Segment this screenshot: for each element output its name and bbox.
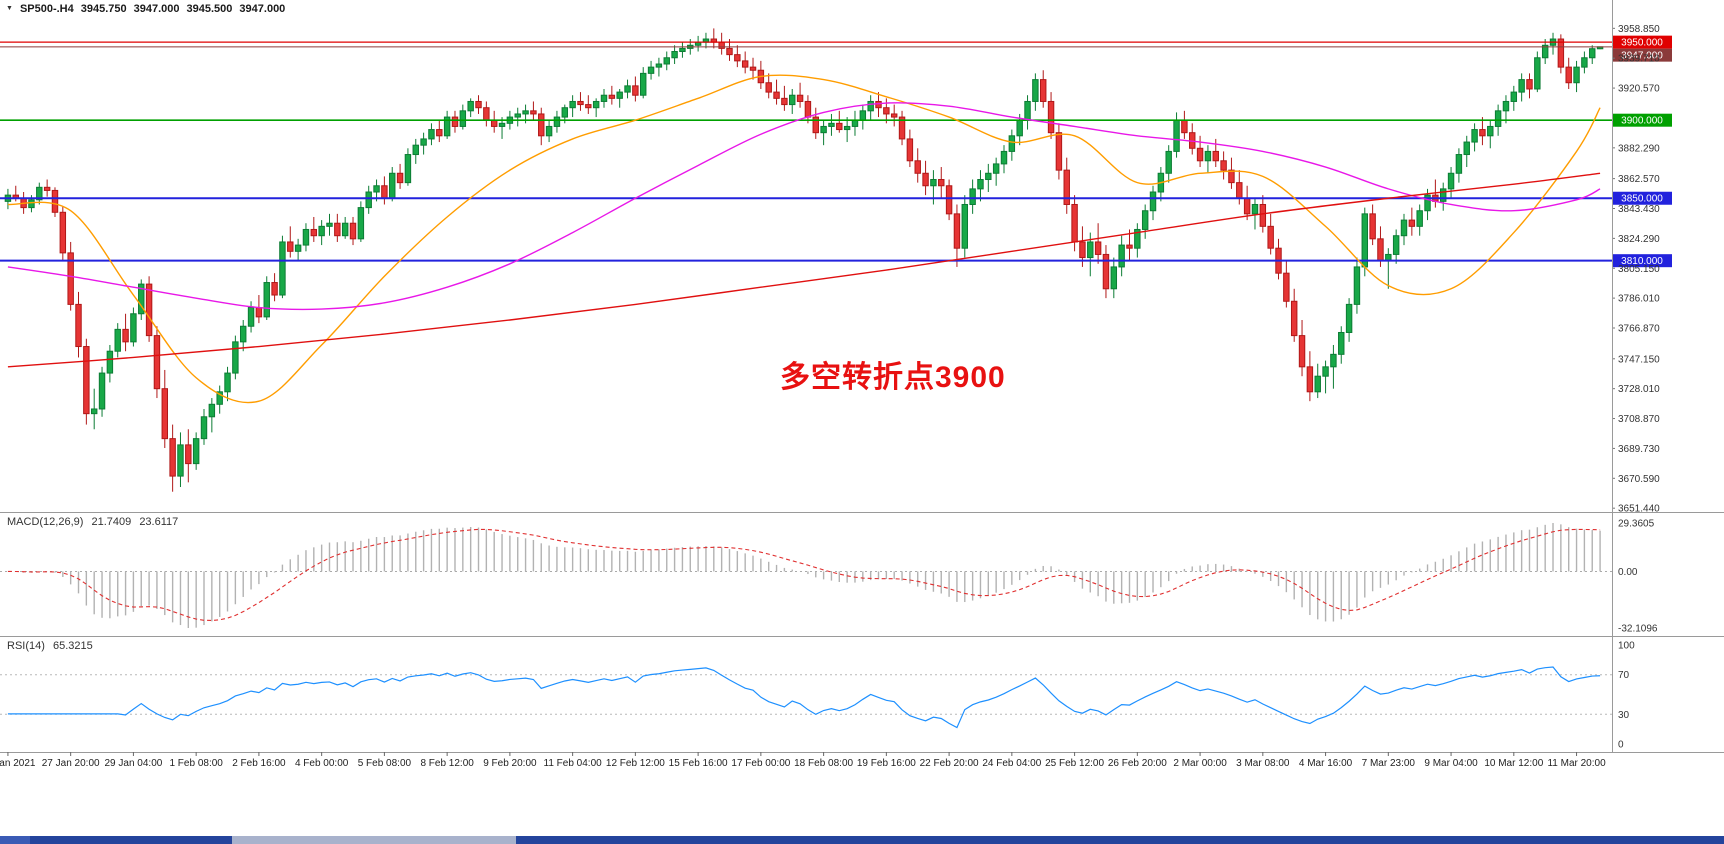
price-tag-label: 3900.000 [1621, 116, 1663, 127]
price-tag [1612, 254, 1672, 268]
time-axis-label: 8 Feb 12:00 [420, 758, 474, 769]
macd-axis-label: -32.1096 [1618, 624, 1658, 635]
price-tag [1612, 35, 1672, 49]
medium-ma-magenta [7, 102, 1601, 311]
chart-header: ▼ SP500-.H4 3945.750 3947.000 3945.500 3… [6, 3, 285, 15]
time-axis-label: 9 Feb 20:00 [483, 758, 537, 769]
price-axis-label: 3862.570 [1618, 174, 1660, 185]
low-value: 3945.500 [186, 3, 233, 15]
price-axis-label: 3939.710 [1618, 54, 1660, 65]
price-axis-label: 3689.730 [1618, 444, 1660, 455]
time-axis-label: 5 Feb 08:00 [358, 758, 412, 769]
close-value: 3947.000 [239, 3, 286, 15]
price-axis-label: 3920.570 [1618, 84, 1660, 95]
high-value: 3947.000 [133, 3, 180, 15]
price-axis-label: 3843.430 [1618, 204, 1660, 215]
time-axis-label: 12 Feb 12:00 [606, 758, 665, 769]
chart-text-annotation[interactable]: 多空转折点3900 [780, 361, 1006, 394]
time-axis-label: 18 Feb 08:00 [794, 758, 853, 769]
macd-main-value: 21.7409 [91, 516, 132, 528]
macd-signal-value: 23.6117 [139, 516, 179, 528]
time-axis-label: 2 Feb 16:00 [232, 758, 286, 769]
slow-ma-red [7, 172, 1601, 368]
time-axis-label: 10 Mar 12:00 [1484, 758, 1543, 769]
open-value: 3945.750 [80, 3, 127, 15]
time-axis[interactable]: 26 Jan 2021 27 Jan 20:00 29 Jan 04:00 1 Feb… [0, 752, 1606, 769]
moving-averages [7, 74, 1601, 404]
macd-signal-line [7, 528, 1601, 622]
macd-name: MACD(12,26,9) [7, 516, 84, 528]
macd-axis-label: 0.00 [1618, 567, 1638, 578]
taskbar-strip[interactable] [0, 836, 1724, 844]
price-axis-label: 3651.440 [1618, 504, 1660, 515]
price-axis-label: 3766.870 [1618, 324, 1660, 335]
time-axis-label: 17 Feb 00:00 [731, 758, 790, 769]
time-axis-label: 2 Mar 00:00 [1173, 758, 1227, 769]
time-axis-label: 19 Feb 16:00 [857, 758, 916, 769]
time-axis-label: 25 Feb 12:00 [1045, 758, 1104, 769]
rsi-axis-label: 30 [1618, 710, 1630, 721]
rsi-axis-label: 70 [1618, 670, 1630, 681]
price-axis[interactable]: 3958.850 3939.710 3920.570 3882.290 3862.570… [1612, 24, 1660, 515]
fast-ma-orange [7, 74, 1601, 404]
rsi-name: RSI(14) [7, 640, 45, 652]
macd-axis-label: 29.3605 [1618, 519, 1655, 530]
price-tag-label: 3810.000 [1621, 256, 1663, 267]
time-axis-label: 11 Feb 04:00 [544, 758, 603, 769]
rsi-value: 65.3215 [52, 640, 93, 652]
time-axis-label: 24 Feb 04:00 [982, 758, 1041, 769]
time-axis-label: 1 Feb 08:00 [169, 758, 223, 769]
time-axis-label: 27 Jan 20:00 [42, 758, 100, 769]
price-axis-label: 3786.010 [1618, 294, 1660, 305]
price-axis-label: 3882.290 [1618, 143, 1660, 154]
price-axis-label: 3805.150 [1618, 264, 1660, 275]
macd-indicator-label: MACD(12,26,9) 21.7409 23.6117 [7, 516, 183, 528]
price-axis-label: 3708.870 [1618, 414, 1660, 425]
time-axis-label: 26 Feb 20:00 [1108, 758, 1167, 769]
rsi-axis-label: 100 [1618, 641, 1635, 652]
time-axis-label: 22 Feb 20:00 [920, 758, 979, 769]
rsi-axis-label: 0 [1618, 740, 1624, 751]
price-tag-label: 3947.000 [1621, 51, 1663, 62]
price-tag [1612, 191, 1672, 205]
time-axis-label: 11 Mar 20:00 [1547, 758, 1606, 769]
price-axis-label: 3728.010 [1618, 384, 1660, 395]
price-tag-label: 3850.000 [1621, 194, 1663, 205]
price-axis-label: 3958.850 [1618, 24, 1660, 35]
chart-dropdown-icon[interactable]: ▼ [6, 4, 13, 12]
price-tag-label: 3950.000 [1621, 38, 1663, 49]
chart-canvas[interactable]: 3950.000 3947.000 3900.000 3850.000 3810.000… [0, 0, 1724, 770]
rsi-panel[interactable]: 100 70 30 0 [0, 641, 1635, 751]
price-axis-label: 3747.150 [1618, 354, 1660, 365]
rsi-line [7, 666, 1601, 729]
taskbar-button[interactable] [0, 836, 30, 844]
time-axis-label: 4 Mar 16:00 [1299, 758, 1353, 769]
time-axis-label: 29 Jan 04:00 [104, 758, 162, 769]
rsi-indicator-label: RSI(14) 65.3215 [7, 640, 98, 652]
symbol-timeframe-label: SP500-.H4 [19, 3, 74, 15]
price-axis-label: 3824.290 [1618, 234, 1660, 245]
time-axis-label: 3 Mar 08:00 [1236, 758, 1290, 769]
price-tag [1612, 113, 1672, 127]
time-axis-label: 26 Jan 2021 [0, 758, 36, 769]
time-axis-label: 15 Feb 16:00 [669, 758, 728, 769]
candles[interactable] [4, 28, 1604, 492]
price-tag [1612, 48, 1672, 62]
time-axis-label: 4 Feb 00:00 [295, 758, 349, 769]
price-level-lines[interactable]: 3950.000 3947.000 3900.000 3850.000 3810.000 [0, 35, 1672, 268]
taskbar-segment[interactable] [232, 836, 516, 844]
price-axis-label: 3670.590 [1618, 474, 1660, 485]
macd-panel[interactable]: 29.3605 0.00 -32.1096 [0, 519, 1658, 635]
panel-separators [0, 0, 1724, 753]
time-axis-label: 9 Mar 04:00 [1424, 758, 1478, 769]
time-axis-label: 7 Mar 23:00 [1362, 758, 1416, 769]
